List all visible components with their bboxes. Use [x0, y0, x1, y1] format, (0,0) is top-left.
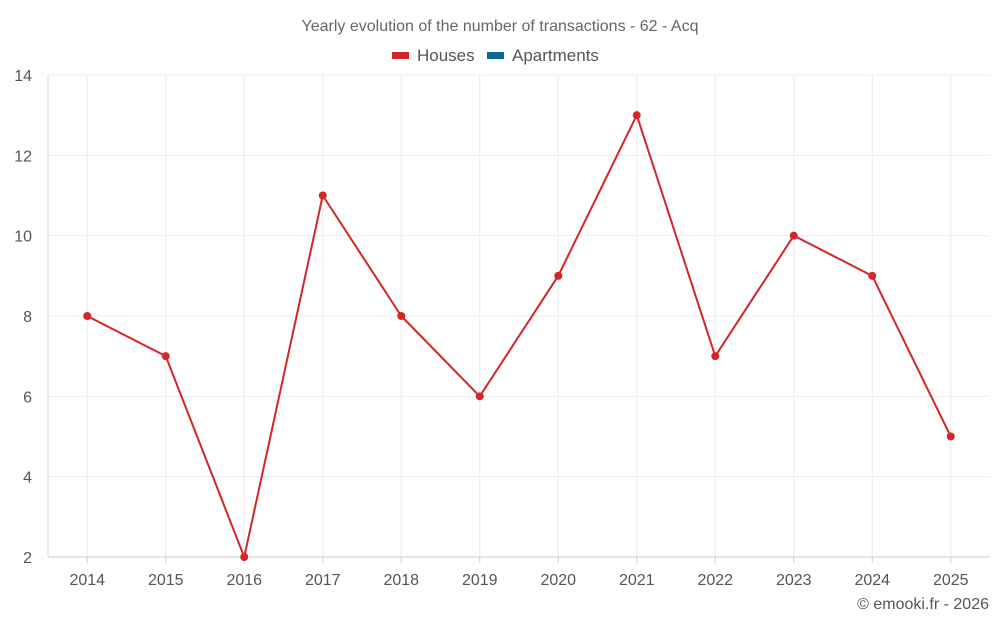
legend-item-houses[interactable]: Houses — [392, 46, 475, 65]
axes — [47, 75, 990, 558]
data-point-houses[interactable] — [711, 352, 720, 361]
y-tick-label: 12 — [14, 148, 32, 165]
x-tick-label: 2018 — [383, 572, 419, 589]
x-tick-label: 2020 — [540, 572, 576, 589]
x-tick-label: 2021 — [619, 572, 655, 589]
legend-label-apartments: Apartments — [512, 46, 599, 65]
x-tick-label: 2023 — [776, 572, 812, 589]
data-point-houses[interactable] — [240, 553, 249, 561]
y-tick-label: 10 — [14, 229, 32, 246]
data-point-houses[interactable] — [632, 111, 641, 120]
legend-swatch-apartments — [487, 52, 504, 59]
x-tick-label: 2022 — [697, 572, 733, 589]
x-tick-label: 2014 — [69, 572, 105, 589]
legend: Houses Apartments — [392, 46, 599, 65]
data-point-houses[interactable] — [397, 312, 406, 320]
x-tick-label: 2024 — [854, 572, 890, 589]
x-axis-ticks: 2014 2015 2016 2017 2018 2019 2020 2021 2022 2023… — [69, 557, 969, 589]
x-tick-label: 2019 — [462, 572, 498, 589]
chart-credit: © emooki.fr - 2026 — [857, 596, 989, 613]
y-axis-ticks: 2 4 6 8 10 12 14 — [14, 68, 32, 567]
data-point-houses[interactable] — [789, 231, 798, 240]
data-point-houses[interactable] — [83, 312, 92, 320]
x-tick-label: 2016 — [226, 572, 262, 589]
data-point-houses[interactable] — [318, 191, 327, 200]
y-tick-label: 6 — [23, 389, 32, 406]
y-tick-label: 14 — [14, 68, 32, 85]
gridlines — [48, 74, 990, 557]
series-line-houses — [86, 114, 952, 558]
legend-swatch-houses — [392, 52, 409, 59]
data-point-houses[interactable] — [946, 432, 955, 441]
data-point-houses[interactable] — [161, 352, 170, 361]
data-point-houses[interactable] — [554, 271, 563, 280]
y-tick-label: 4 — [23, 470, 32, 487]
x-tick-label: 2017 — [305, 572, 341, 589]
y-tick-label: 2 — [23, 550, 32, 567]
x-tick-label: 2015 — [148, 572, 184, 589]
chart-title: Yearly evolution of the number of transa… — [302, 18, 699, 35]
x-tick-label: 2025 — [933, 572, 969, 589]
y-tick-label: 8 — [23, 309, 32, 326]
legend-item-apartments[interactable]: Apartments — [487, 46, 599, 65]
series — [83, 111, 955, 561]
data-point-houses[interactable] — [475, 392, 484, 401]
data-point-houses[interactable] — [868, 271, 877, 280]
legend-label-houses: Houses — [417, 46, 475, 65]
